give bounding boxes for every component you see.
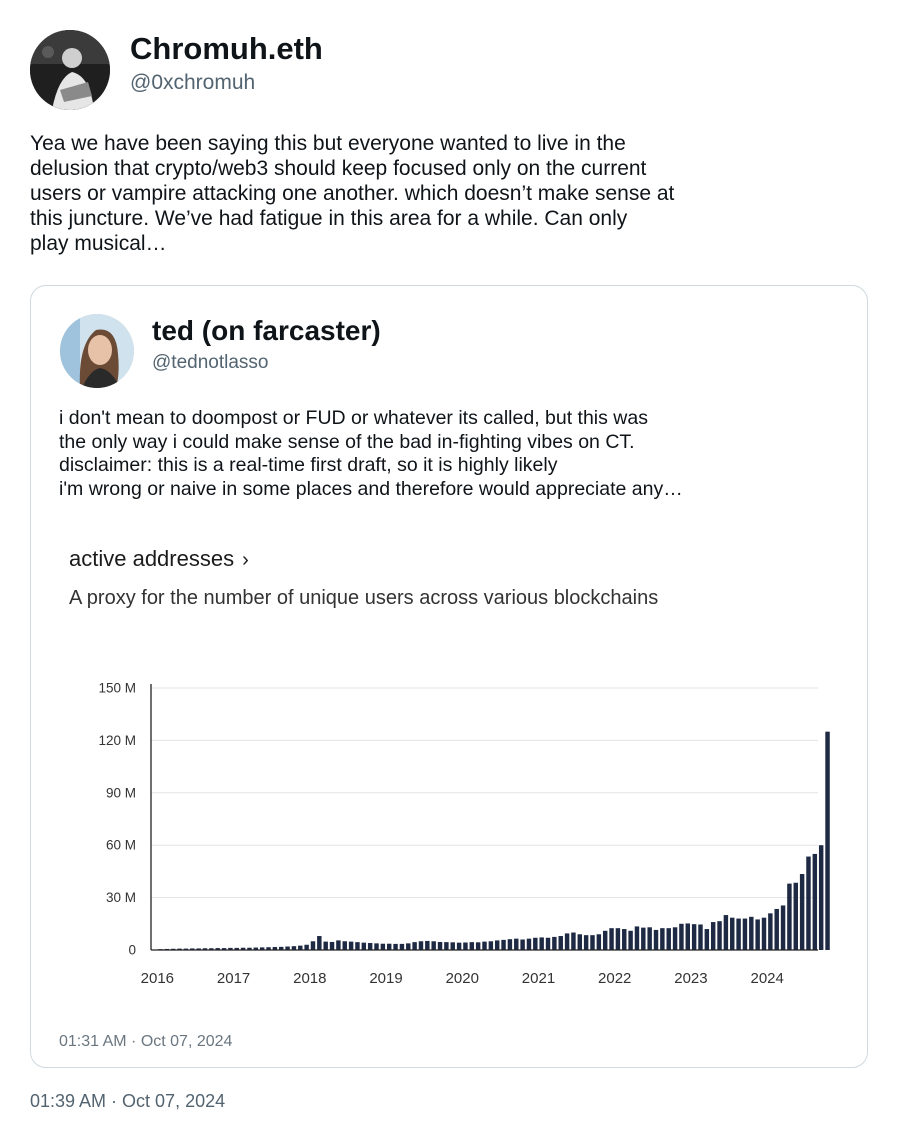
tweet-text-line: play musical… [30,232,167,255]
tweet-text-line: users or vampire attacking one another. … [30,182,675,205]
author-avatar-image [30,30,110,110]
chevron-right-icon: › [242,549,249,571]
quoted-handle[interactable]: @tednotlasso [152,352,269,373]
author-handle[interactable]: @0xchromuh [130,71,256,94]
quoted-display-name[interactable]: ted (on farcaster) [152,315,381,346]
quoted-author-avatar[interactable] [60,314,134,388]
quoted-timestamp[interactable]: 01:31 AM · Oct 07, 2024 [59,1033,233,1050]
quoted-text-line: i'm wrong or naive in some places and th… [59,477,683,500]
quoted-avatar-image [60,314,134,388]
tweet-text-line: this juncture. We’ve had fatigue in this… [30,207,628,230]
quoted-tweet-text: i don't mean to doompost or FUD or whate… [59,407,819,501]
chart-title: active addresses [69,546,235,571]
quoted-text-line: i don't mean to doompost or FUD or whate… [59,407,648,429]
quoted-text-line: disclaimer: this is a real-time first dr… [59,454,558,476]
tweet-text-line: delusion that crypto/web3 should keep fo… [30,157,647,180]
chart-subtitle: A proxy for the number of unique users a… [69,587,659,609]
tweet-text-line: Yea we have been saying this but everyon… [30,132,626,155]
tweet-timestamp[interactable]: 01:39 AM · Oct 07, 2024 [30,1091,226,1111]
author-display-name[interactable]: Chromuh.eth [130,31,323,66]
tweet-text: Yea we have been saying this but everyon… [30,131,770,256]
chart-title-link[interactable]: active addresses › [69,546,249,572]
quoted-text-line: the only way i could make sense of the b… [59,430,635,453]
author-avatar[interactable] [30,30,110,110]
